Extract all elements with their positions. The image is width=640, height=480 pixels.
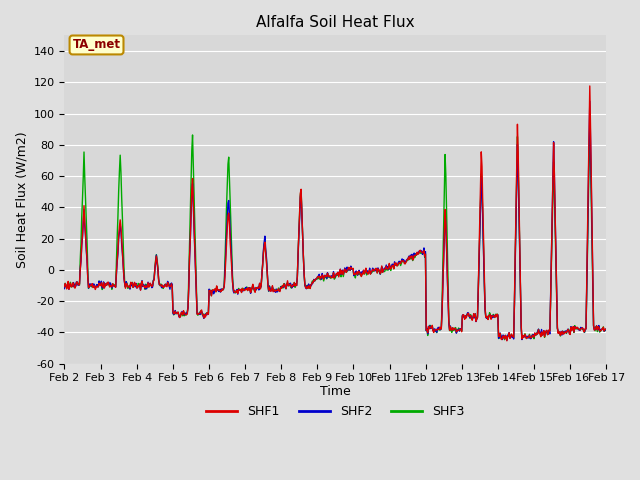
SHF2 (586, 98, 594, 104)
SHF1 (70, 284, 78, 289)
SHF2 (210, 291, 218, 297)
SHF3 (503, 337, 511, 343)
SHF1 (401, 261, 409, 267)
SHF3 (586, 122, 594, 128)
Legend: SHF1, SHF2, SHF3: SHF1, SHF2, SHF3 (201, 400, 470, 423)
Line: SHF3: SHF3 (65, 125, 606, 340)
Title: Alfalfa Soil Heat Flux: Alfalfa Soil Heat Flux (256, 15, 415, 30)
X-axis label: Time: Time (320, 385, 351, 398)
SHF1 (586, 83, 594, 89)
Text: TA_met: TA_met (72, 38, 120, 51)
SHF3 (126, 284, 134, 289)
SHF1 (181, 311, 189, 317)
SHF1 (210, 287, 218, 293)
SHF3 (417, 251, 425, 256)
Y-axis label: Soil Heat Flux (W/m2): Soil Heat Flux (W/m2) (15, 131, 28, 268)
SHF3 (602, 327, 610, 333)
SHF2 (503, 337, 511, 343)
SHF2 (126, 286, 134, 292)
SHF3 (61, 286, 68, 291)
SHF3 (210, 289, 218, 295)
SHF2 (401, 259, 409, 265)
Line: SHF1: SHF1 (65, 86, 606, 341)
SHF2 (61, 286, 68, 291)
SHF1 (503, 338, 511, 344)
SHF1 (61, 284, 68, 289)
SHF3 (401, 261, 409, 266)
SHF1 (126, 285, 134, 291)
SHF2 (181, 311, 189, 317)
Line: SHF2: SHF2 (65, 101, 606, 340)
SHF2 (602, 326, 610, 332)
SHF2 (417, 248, 425, 253)
SHF2 (70, 284, 78, 290)
SHF3 (181, 310, 189, 316)
SHF1 (602, 327, 610, 333)
SHF1 (417, 249, 425, 254)
SHF3 (70, 284, 78, 290)
